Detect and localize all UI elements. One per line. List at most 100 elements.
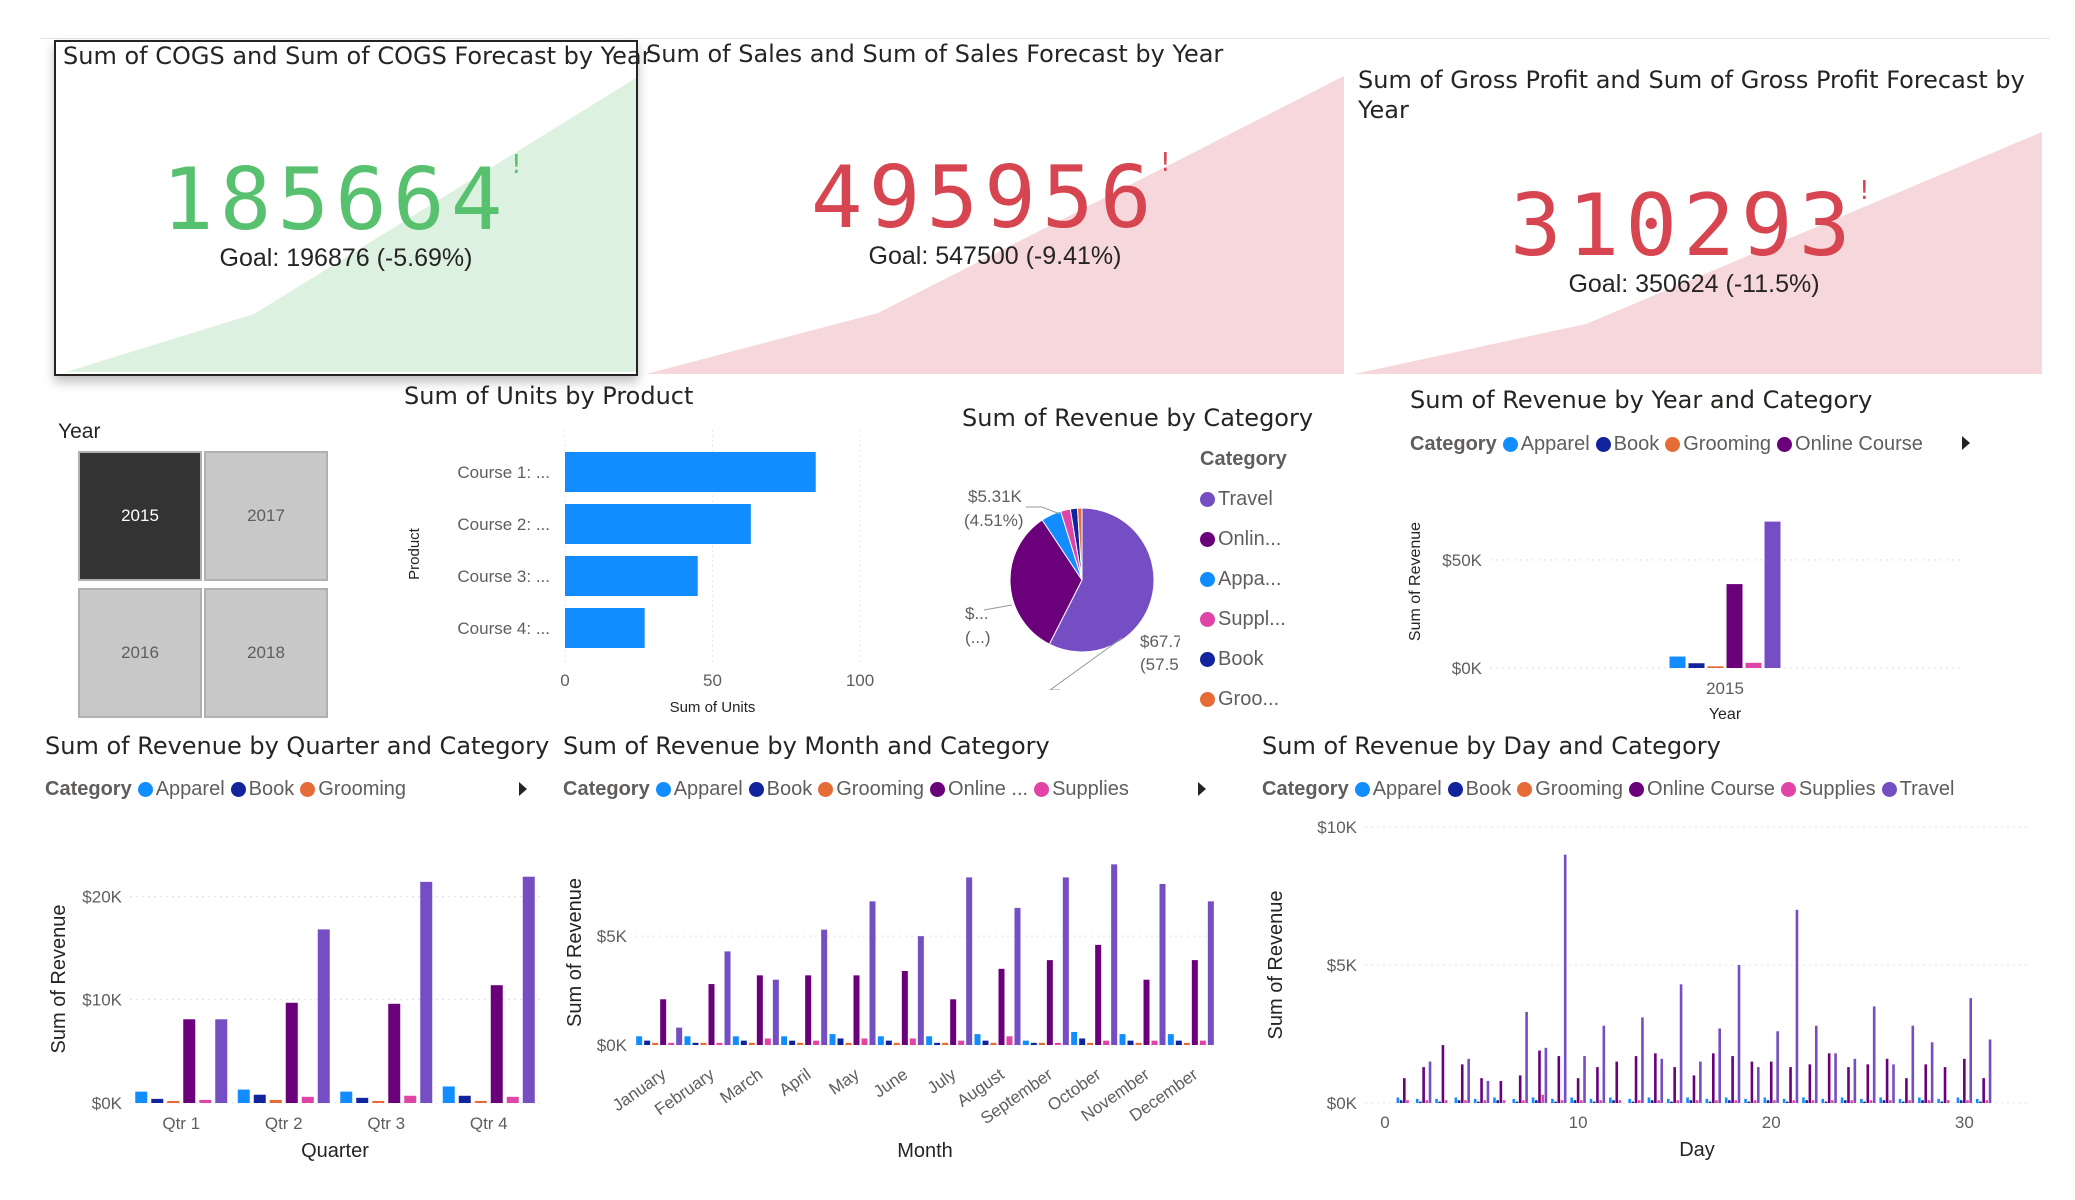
- legend-item-grooming[interactable]: Grooming: [818, 778, 924, 801]
- day-bar-travel-18: [1737, 965, 1741, 1103]
- quarter-legend-more-icon[interactable]: [519, 782, 527, 796]
- day-bar-supplies-25: [1869, 1100, 1873, 1103]
- units-y-axis-title: Product: [406, 527, 423, 580]
- y-tick-label: $10K: [82, 991, 122, 1010]
- bar-online-course-april: [805, 975, 812, 1045]
- day-bar-book-17: [1708, 1101, 1712, 1103]
- kpi-card-sales[interactable]: Sum of Sales and Sum of Sales Forecast b…: [646, 40, 1344, 376]
- day-bar-book-13: [1631, 1101, 1635, 1103]
- kpi-card-gross-profit[interactable]: Sum of Gross Profit and Sum of Gross Pro…: [1354, 40, 2042, 376]
- legend-item-apparel[interactable]: Apparel: [655, 778, 743, 801]
- bar-apparel-october: [1071, 1031, 1078, 1045]
- day-bar-supplies-11: [1599, 1100, 1602, 1103]
- bar-supplies-august: [1006, 1036, 1013, 1045]
- kpi-card-cogs[interactable]: Sum of COGS and Sum of COGS Forecast by …: [54, 40, 652, 376]
- revenue-by-year-chart[interactable]: $0K $50K 2015 Year Sum of Revenue: [1400, 465, 2000, 730]
- legend-label: Book: [248, 778, 295, 800]
- bar-travel-december: [1207, 901, 1214, 1045]
- bar-apparel-qtr-1: [135, 1091, 148, 1103]
- kpi-sales-goal: Goal: 547500 (-9.41%): [868, 242, 1122, 270]
- slicer-tile-2016[interactable]: 2016: [78, 588, 202, 718]
- day-bar-supplies-28: [1927, 1100, 1931, 1103]
- day-bar-apparel-28: [1918, 1097, 1921, 1103]
- revenue-by-category-pie[interactable]: $67.7... (57.5...) $... (...) $5.31K (4.51%): [950, 440, 1180, 690]
- bar-online-course-qtr-1: [183, 1019, 196, 1103]
- pie-legend-item-book[interactable]: Book: [1200, 639, 1287, 679]
- year-slicer-title: Year: [58, 420, 101, 443]
- bar-grooming-february: [700, 1042, 707, 1045]
- legend-title: Category: [1262, 778, 1349, 800]
- pie-legend-item-apparel[interactable]: Appa...: [1200, 559, 1287, 599]
- legend-item-apparel[interactable]: Apparel: [137, 778, 225, 801]
- y-tick-label: $50K: [1442, 551, 1482, 570]
- units-chart-title: Sum of Units by Product: [404, 382, 694, 410]
- day-bar-apparel-22: [1802, 1097, 1805, 1103]
- legend-dot-icon: [818, 782, 834, 797]
- bar-grooming-may: [845, 1042, 852, 1045]
- year-chart-legend: Category Apparel Book Grooming Online Course: [1410, 433, 1929, 456]
- bar-supplies-july: [958, 1040, 965, 1045]
- bar-travel-november: [1159, 883, 1166, 1045]
- legend-item-online-course[interactable]: Online Course: [1629, 778, 1775, 801]
- legend-item-book[interactable]: Book: [1447, 778, 1511, 801]
- day-bar-book-12: [1612, 1100, 1615, 1103]
- y-tick-label: $0K: [597, 1036, 628, 1055]
- legend-item-grooming[interactable]: Grooming: [1665, 433, 1771, 456]
- pie-legend-item-travel[interactable]: Travel: [1200, 479, 1287, 519]
- day-bar-online-course-31: [1982, 1078, 1985, 1103]
- pie-chart-title: Sum of Revenue by Category: [962, 404, 1314, 432]
- legend-item-apparel[interactable]: Apparel: [1502, 433, 1590, 456]
- legend-item-travel[interactable]: Travel: [1881, 778, 1954, 801]
- revenue-by-quarter-chart[interactable]: $0K $10K $20K Qtr 1 Qtr 2 Qtr 3 Qtr 4 Quarter Su…: [35, 815, 555, 1175]
- legend-item-apparel[interactable]: Apparel: [1354, 778, 1442, 801]
- bar-grooming-qtr-3: [372, 1100, 385, 1103]
- day-bar-apparel-24: [1840, 1097, 1844, 1103]
- legend-item-book[interactable]: Book: [1595, 433, 1659, 456]
- pie-legend-item-online-course[interactable]: Onlin...: [1200, 519, 1287, 559]
- pie-legend-item-grooming[interactable]: Groo...: [1200, 679, 1287, 719]
- legend-item-book[interactable]: Book: [748, 778, 812, 801]
- pie-label-apparel-pct: (4.51%): [964, 511, 1024, 530]
- legend-label: Apparel: [1520, 433, 1590, 455]
- legend-item-supplies[interactable]: Supplies: [1034, 778, 1129, 801]
- day-bar-supplies-22: [1811, 1100, 1815, 1103]
- day-chart-legend: Category Apparel Book Grooming Online Course…: [1262, 778, 1960, 801]
- day-bar-travel-10: [1583, 1056, 1586, 1103]
- legend-label: Grooming: [1683, 433, 1772, 455]
- day-bar-supplies-3: [1444, 1100, 1448, 1103]
- legend-label: Grooming: [318, 778, 407, 800]
- day-bar-online-course-20: [1769, 1061, 1773, 1103]
- slicer-tile-2018[interactable]: 2018: [204, 588, 328, 718]
- legend-title: Category: [1410, 433, 1497, 455]
- year-legend-more-icon[interactable]: [1962, 436, 1970, 450]
- legend-item-book[interactable]: Book: [230, 778, 295, 801]
- day-bar-travel-17: [1718, 1028, 1721, 1103]
- bar-grooming-september: [1038, 1042, 1045, 1045]
- bar-supplies-qtr-2: [301, 1096, 314, 1103]
- units-by-product-chart[interactable]: 0 50 100 Course 1: ... Course 2: ... Course 3…: [395, 420, 895, 730]
- slicer-tile-2017[interactable]: 2017: [204, 451, 328, 581]
- day-bar-online-course-27: [1905, 1078, 1908, 1103]
- legend-item-supplies[interactable]: Supplies: [1780, 778, 1876, 801]
- day-y-axis-title: Sum of Revenue: [1265, 891, 1287, 1040]
- legend-item-grooming[interactable]: Grooming: [1517, 778, 1623, 801]
- revenue-by-day-chart[interactable]: $0K $5K $10K 0 10 20 30 Day Sum of Revenue: [1255, 810, 2055, 1175]
- pie-legend-item-supplies[interactable]: Suppl...: [1200, 599, 1287, 639]
- legend-item-grooming[interactable]: Grooming: [300, 778, 406, 801]
- day-bar-online-course-26: [1885, 1058, 1889, 1103]
- legend-dot-icon: [1447, 782, 1463, 797]
- day-bar-travel-24: [1853, 1058, 1857, 1103]
- day-bar-online-course-30: [1963, 1058, 1966, 1103]
- day-bar-apparel-20: [1763, 1097, 1767, 1103]
- day-bar-online-course-19: [1750, 1061, 1754, 1103]
- day-bar-travel-15: [1679, 984, 1683, 1103]
- pie-leader-line: [983, 604, 1013, 611]
- kpi-sales-number: 495956: [810, 148, 1158, 248]
- month-legend-more-icon[interactable]: [1198, 782, 1206, 796]
- legend-dot-icon: [748, 782, 764, 797]
- slicer-tile-2015[interactable]: 2015: [78, 451, 202, 581]
- legend-item-online[interactable]: Online ...: [930, 778, 1028, 801]
- day-x-tick-label: 20: [1762, 1113, 1781, 1132]
- legend-item-online-course[interactable]: Online Course: [1777, 433, 1923, 456]
